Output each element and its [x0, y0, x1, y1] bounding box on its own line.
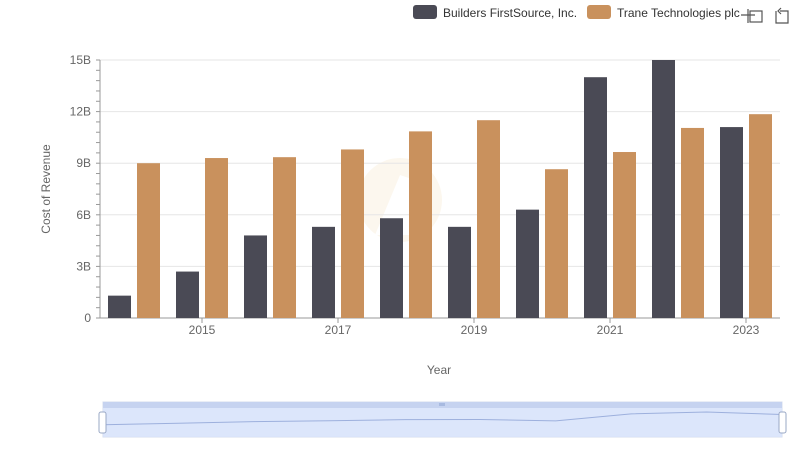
bar-builders-2017[interactable] — [312, 226, 335, 318]
y-tick-label: 0 — [84, 311, 91, 325]
zoom-select-icon[interactable] — [741, 9, 763, 23]
bars — [108, 60, 772, 319]
bar-trane-2015[interactable] — [205, 158, 228, 318]
y-tick-label: 12B — [70, 105, 91, 119]
bar-builders-2021[interactable] — [584, 77, 607, 318]
slider-drag-grip-icon[interactable] — [439, 403, 445, 406]
bar-builders-2023[interactable] — [720, 127, 743, 318]
data-zoom-slider[interactable] — [98, 401, 787, 438]
legend: Builders FirstSource, Inc. Trane Technol… — [413, 5, 740, 20]
bar-builders-2018[interactable] — [380, 218, 403, 318]
legend-item-trane[interactable]: Trane Technologies plc — [587, 5, 740, 20]
bar-builders-2022[interactable] — [652, 60, 675, 318]
x-tick-label: 2015 — [189, 323, 216, 337]
bar-trane-2016[interactable] — [273, 157, 296, 318]
restore-icon[interactable] — [775, 7, 789, 24]
y-axis-title: Cost of Revenue — [39, 144, 53, 234]
bar-builders-2016[interactable] — [244, 235, 267, 318]
bar-trane-2018[interactable] — [409, 131, 432, 318]
x-tick-label: 2023 — [733, 323, 760, 337]
slider-right-handle[interactable] — [778, 411, 787, 434]
bar-builders-2019[interactable] — [448, 226, 471, 318]
y-tick-label: 3B — [76, 259, 91, 273]
legend-swatch-builders — [413, 5, 437, 19]
legend-label-trane: Trane Technologies plc — [617, 6, 740, 20]
x-axis-title: Year — [427, 363, 451, 377]
bar-builders-2014[interactable] — [108, 295, 131, 318]
bar-builders-2015[interactable] — [176, 271, 199, 318]
x-tick-label: 2017 — [325, 323, 352, 337]
x-tick-label: 2021 — [597, 323, 624, 337]
y-tick-label: 6B — [76, 208, 91, 222]
x-tick-label: 2019 — [461, 323, 488, 337]
bar-trane-2017[interactable] — [341, 149, 364, 318]
bar-trane-2022[interactable] — [681, 127, 704, 318]
gridlines — [100, 59, 780, 267]
bar-builders-2020[interactable] — [516, 209, 539, 318]
legend-item-builders[interactable]: Builders FirstSource, Inc. — [413, 5, 577, 20]
bar-trane-2023[interactable] — [749, 114, 772, 319]
y-tick-label: 9B — [76, 156, 91, 170]
legend-swatch-trane — [587, 5, 611, 19]
slider-preview-line — [102, 411, 783, 426]
bar-trane-2021[interactable] — [613, 152, 636, 318]
axes: 0 3B 6B 9B 12B 15B 2015 2017 2019 2021 2023 — [70, 53, 780, 337]
slider-left-handle[interactable] — [98, 411, 107, 434]
bar-trane-2014[interactable] — [137, 163, 160, 318]
bar-trane-2019[interactable] — [477, 120, 500, 318]
legend-label-builders: Builders FirstSource, Inc. — [443, 6, 577, 20]
bar-trane-2020[interactable] — [545, 169, 568, 318]
y-tick-label: 15B — [70, 53, 91, 67]
